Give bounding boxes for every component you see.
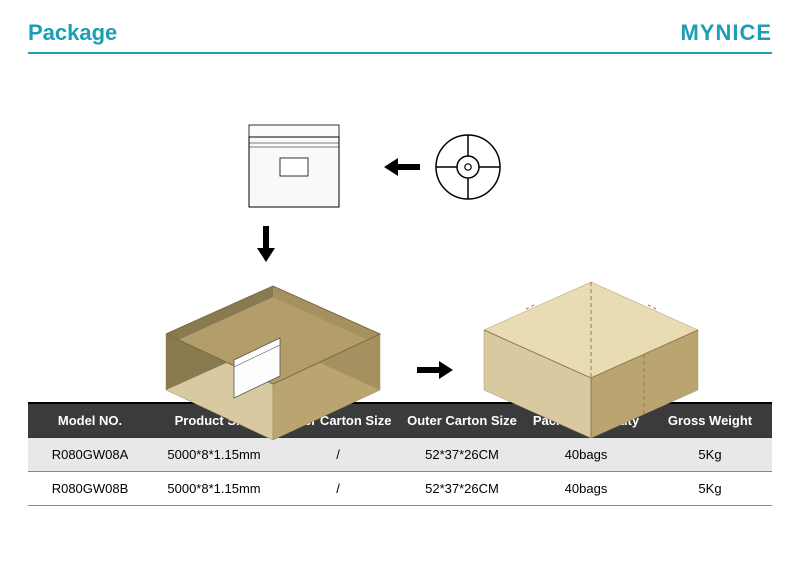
cell: / <box>276 438 400 472</box>
packaging-diagram <box>28 72 772 402</box>
cell: R080GW08B <box>28 472 152 506</box>
bag-icon <box>246 122 342 212</box>
cell: 52*37*26CM <box>400 438 524 472</box>
cell: 5Kg <box>648 472 772 506</box>
open-box-icon <box>148 272 398 442</box>
cell: 5000*8*1.15mm <box>152 472 276 506</box>
cell: / <box>276 472 400 506</box>
cell: R080GW08A <box>28 438 152 472</box>
cell: 5000*8*1.15mm <box>152 438 276 472</box>
arrow-down-icon <box>257 224 275 262</box>
arrow-right-icon <box>415 361 453 379</box>
cell: 5Kg <box>648 438 772 472</box>
table-row: R080GW08A 5000*8*1.15mm / 52*37*26CM 40b… <box>28 438 772 472</box>
reel-icon <box>434 133 502 201</box>
closed-box-icon <box>466 272 716 442</box>
header-rule <box>28 52 772 54</box>
arrow-left-icon <box>384 158 422 176</box>
cell: 52*37*26CM <box>400 472 524 506</box>
cell: 40bags <box>524 438 648 472</box>
col-model: Model NO. <box>28 403 152 438</box>
cell: 40bags <box>524 472 648 506</box>
table-row: R080GW08B 5000*8*1.15mm / 52*37*26CM 40b… <box>28 472 772 506</box>
brand-logo: MYNICE <box>680 20 772 46</box>
page-title: Package <box>28 20 117 46</box>
